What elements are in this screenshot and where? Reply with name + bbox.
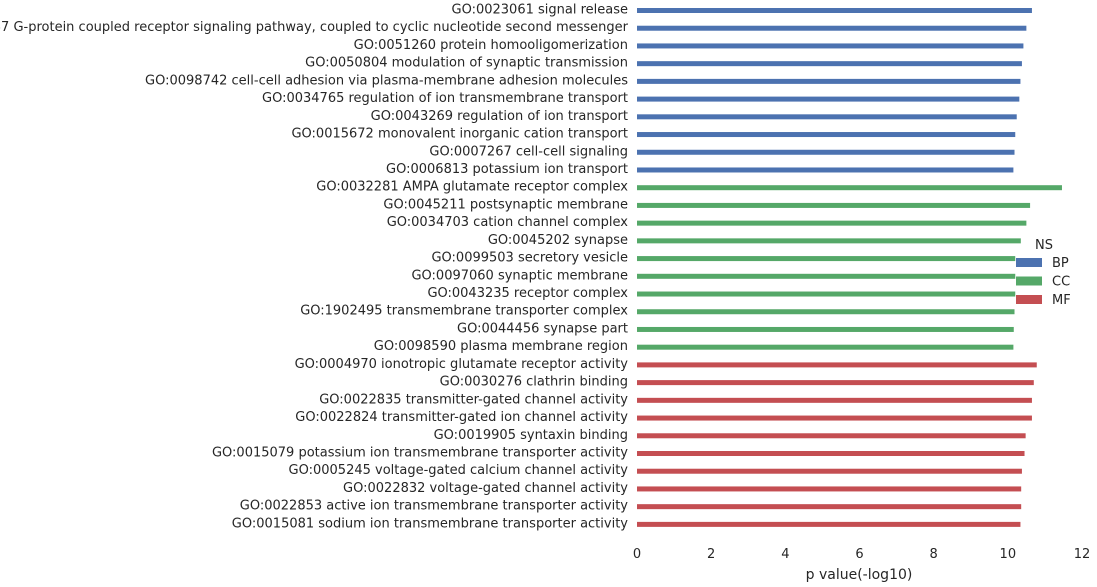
category-label: GO:0022853 active ion transmembrane tran… — [240, 499, 629, 514]
bar — [637, 504, 1022, 510]
bar — [637, 25, 1027, 31]
bar — [637, 451, 1025, 456]
category-label: GO:0045211 postsynaptic membrane — [383, 197, 628, 212]
bar — [637, 238, 1021, 244]
category-label: GO:0030276 clathrin binding — [440, 375, 628, 390]
bar — [637, 486, 1022, 492]
bar — [637, 273, 1016, 279]
bar — [637, 114, 1017, 120]
bar — [637, 415, 1032, 421]
bar — [637, 43, 1024, 49]
bar — [637, 468, 1022, 474]
bar — [637, 291, 1016, 297]
category-label: GO:0050804 modulation of synaptic transm… — [305, 56, 628, 71]
bar — [637, 309, 1015, 315]
category-label: GO:0022835 transmitter-gated channel act… — [319, 392, 628, 407]
legend-swatch — [1016, 276, 1042, 286]
category-label: GO:0015079 potassium ion transmembrane t… — [212, 446, 628, 461]
category-label: GO:0044456 synapse part — [457, 321, 628, 336]
bar — [637, 220, 1027, 226]
x-tick-label: 8 — [930, 547, 938, 562]
category-label: GO:0005245 voltage-gated calcium channel… — [289, 463, 629, 478]
category-label: GO:0098742 cell-cell adhesion via plasma… — [145, 73, 628, 88]
x-tick-label: 0 — [633, 547, 641, 562]
category-label: GO:1902495 transmembrane transporter com… — [300, 304, 628, 319]
bar — [637, 61, 1022, 67]
category-label: GO:0045202 synapse — [488, 233, 628, 248]
category-label: GO:0043269 regulation of ion transport — [371, 109, 628, 124]
legend-swatch — [1016, 295, 1042, 304]
category-label: GO:0007187 G-protein coupled receptor si… — [0, 20, 629, 35]
legend-label: CC — [1052, 275, 1070, 290]
category-label: GO:0006813 potassium ion transport — [386, 162, 628, 177]
x-tick-label: 2 — [707, 547, 715, 562]
bar — [637, 380, 1034, 386]
bar — [637, 256, 1016, 262]
x-axis: 0 2 4 6 8 10 12 — [633, 547, 1090, 562]
category-label: GO:0097060 synaptic membrane — [411, 268, 628, 283]
category-label: GO:0099503 secretory vesicle — [431, 251, 628, 266]
legend-title: NS — [1035, 238, 1053, 253]
category-label: GO:0015672 monovalent inorganic cation t… — [291, 127, 628, 142]
category-label: GO:0098590 plasma membrane region — [374, 339, 628, 354]
bar — [637, 8, 1032, 13]
bar — [637, 167, 1014, 173]
legend-swatch — [1016, 258, 1042, 267]
bar — [637, 521, 1021, 527]
category-label: GO:0051260 protein homooligomerization — [354, 38, 628, 53]
bar — [637, 149, 1015, 155]
category-label: GO:0019905 syntaxin binding — [434, 428, 628, 443]
bar — [637, 185, 1062, 191]
category-label: GO:0022824 transmitter-gated ion channel… — [295, 410, 628, 425]
bar — [637, 433, 1026, 439]
legend-label: MF — [1052, 293, 1071, 308]
x-tick-label: 10 — [1000, 547, 1017, 562]
category-label: GO:0034703 cation channel complex — [387, 215, 629, 230]
bar — [637, 344, 1014, 350]
legend: NS BP CC MF — [1016, 238, 1071, 308]
bar — [637, 96, 1020, 102]
bar — [637, 78, 1021, 84]
bar — [637, 397, 1032, 403]
category-label: GO:0023061 signal release — [452, 3, 628, 18]
x-tick-label: 4 — [781, 547, 789, 562]
category-label: GO:0022832 voltage-gated channel activit… — [343, 481, 628, 496]
category-label: GO:0007267 cell-cell signaling — [429, 144, 628, 159]
category-label: GO:0032281 AMPA glutamate receptor compl… — [316, 180, 628, 195]
legend-label: BP — [1052, 256, 1069, 271]
x-axis-label: p value(-log10) — [806, 567, 913, 583]
bar — [637, 326, 1014, 332]
x-tick-label: 6 — [855, 547, 863, 562]
bar — [637, 202, 1031, 208]
category-labels: GO:0023061 signal release GO:0007187 G-pr… — [0, 3, 629, 532]
bar — [637, 132, 1016, 138]
bars-layer — [637, 8, 1062, 527]
category-label: GO:0015081 sodium ion transmembrane tran… — [232, 516, 628, 531]
x-tick-label: 12 — [1074, 547, 1091, 562]
category-label: GO:0043235 receptor complex — [427, 286, 628, 301]
bar — [637, 362, 1037, 368]
category-label: GO:0004970 ionotropic glutamate receptor… — [295, 357, 629, 372]
category-label: GO:0034765 regulation of ion transmembra… — [262, 91, 628, 106]
